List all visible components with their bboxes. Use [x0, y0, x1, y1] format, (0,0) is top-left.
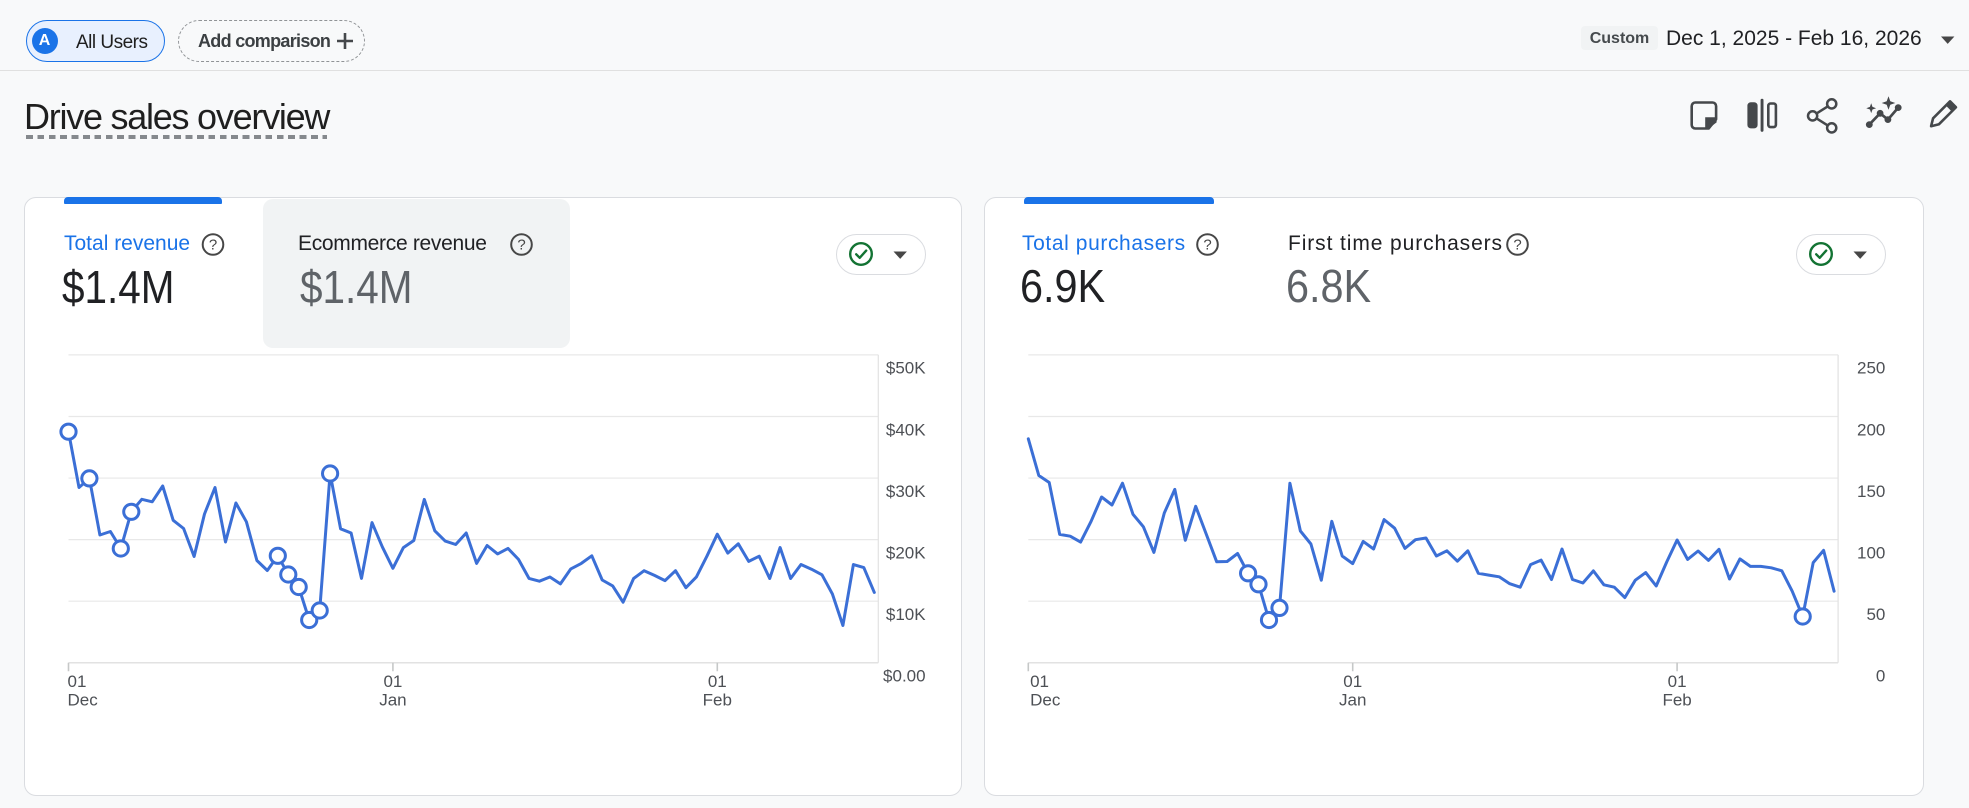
svg-text:0: 0	[1876, 667, 1885, 686]
svg-text:Jan: Jan	[1339, 691, 1366, 710]
svg-text:01: 01	[1343, 672, 1362, 691]
svg-text:?: ?	[1203, 237, 1211, 254]
svg-text:Jan: Jan	[379, 691, 406, 710]
svg-text:$10K: $10K	[886, 605, 926, 624]
svg-text:50: 50	[1866, 605, 1885, 624]
svg-text:$0.00: $0.00	[883, 667, 926, 686]
svg-text:Dec: Dec	[68, 691, 99, 710]
svg-text:$40K: $40K	[886, 420, 926, 439]
svg-text:$50K: $50K	[886, 359, 926, 378]
svg-text:Feb: Feb	[703, 691, 732, 710]
svg-text:Feb: Feb	[1662, 691, 1691, 710]
svg-text:01: 01	[1030, 672, 1049, 691]
svg-text:01: 01	[1668, 672, 1687, 691]
svg-text:200: 200	[1857, 420, 1885, 439]
svg-text:01: 01	[68, 672, 87, 691]
svg-text:150: 150	[1857, 482, 1885, 501]
svg-text:?: ?	[209, 237, 217, 254]
svg-text:250: 250	[1857, 359, 1885, 378]
svg-text:?: ?	[1513, 237, 1521, 254]
svg-text:Dec: Dec	[1030, 691, 1061, 710]
svg-text:$20K: $20K	[886, 543, 926, 562]
svg-text:100: 100	[1857, 543, 1885, 562]
svg-text:01: 01	[383, 672, 402, 691]
svg-text:$30K: $30K	[886, 482, 926, 501]
svg-text:?: ?	[517, 237, 525, 254]
svg-text:01: 01	[708, 672, 727, 691]
